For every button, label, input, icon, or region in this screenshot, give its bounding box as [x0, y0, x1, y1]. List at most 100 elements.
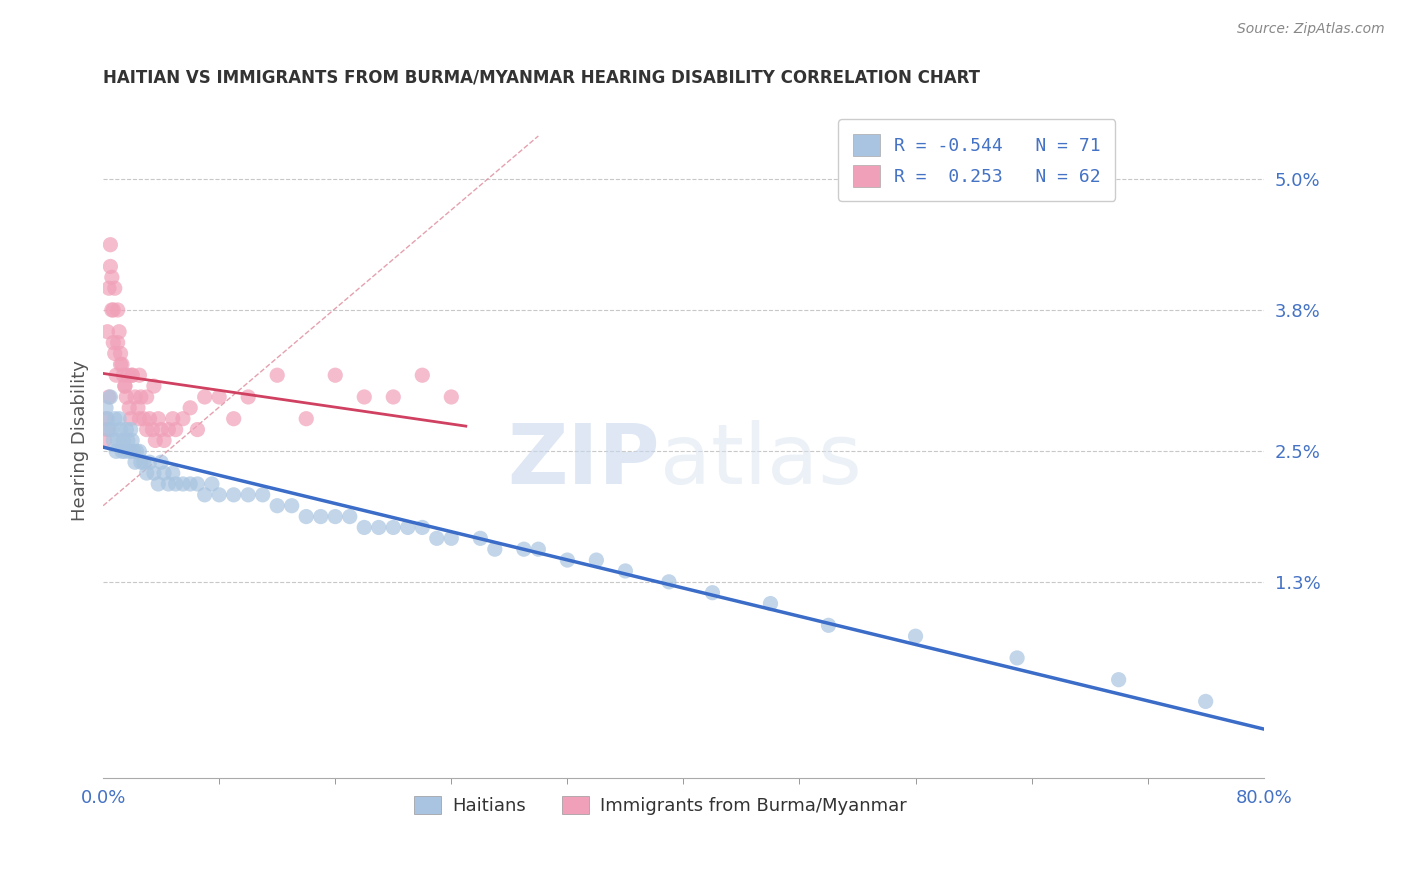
Point	[129, 455, 152, 469]
Point	[110, 423, 132, 437]
Point	[208, 390, 231, 404]
Point	[323, 368, 346, 383]
Point	[121, 368, 143, 383]
Point	[702, 585, 724, 599]
Point	[382, 390, 405, 404]
Point	[107, 302, 129, 317]
Point	[484, 542, 506, 557]
Y-axis label: Hearing Disability: Hearing Disability	[72, 360, 89, 521]
Point	[100, 237, 122, 252]
Point	[162, 411, 184, 425]
Point	[148, 411, 170, 425]
Point	[118, 401, 141, 415]
Point	[129, 390, 152, 404]
Point	[172, 477, 194, 491]
Point	[295, 509, 318, 524]
Point	[101, 270, 124, 285]
Point	[153, 434, 176, 448]
Point	[557, 553, 579, 567]
Point	[157, 423, 180, 437]
Point	[132, 411, 155, 425]
Point	[142, 466, 165, 480]
Text: atlas: atlas	[661, 420, 862, 501]
Point	[165, 423, 187, 437]
Point	[110, 346, 132, 360]
Point	[513, 542, 536, 557]
Point	[904, 629, 927, 643]
Point	[121, 368, 143, 383]
Point	[440, 390, 463, 404]
Point	[658, 574, 681, 589]
Point	[110, 357, 132, 371]
Point	[148, 477, 170, 491]
Point	[112, 368, 135, 383]
Point	[104, 281, 127, 295]
Point	[114, 379, 136, 393]
Point	[128, 411, 150, 425]
Point	[100, 260, 122, 274]
Point	[135, 466, 157, 480]
Point	[162, 466, 184, 480]
Point	[107, 335, 129, 350]
Point	[112, 434, 135, 448]
Point	[1005, 651, 1028, 665]
Text: Source: ZipAtlas.com: Source: ZipAtlas.com	[1237, 22, 1385, 37]
Point	[252, 488, 274, 502]
Point	[150, 455, 173, 469]
Point	[97, 423, 120, 437]
Point	[108, 325, 131, 339]
Point	[614, 564, 637, 578]
Point	[150, 423, 173, 437]
Point	[120, 411, 142, 425]
Point	[266, 499, 288, 513]
Point	[128, 368, 150, 383]
Legend: Haitians, Immigrants from Burma/Myanmar: Haitians, Immigrants from Burma/Myanmar	[406, 789, 914, 822]
Point	[96, 423, 118, 437]
Point	[295, 411, 318, 425]
Point	[127, 401, 149, 415]
Point	[222, 411, 245, 425]
Point	[101, 423, 124, 437]
Point	[118, 444, 141, 458]
Point	[165, 477, 187, 491]
Point	[93, 434, 115, 448]
Point	[411, 520, 433, 534]
Point	[115, 390, 138, 404]
Point	[426, 532, 449, 546]
Point	[353, 520, 375, 534]
Point	[104, 346, 127, 360]
Point	[117, 434, 139, 448]
Point	[115, 423, 138, 437]
Point	[108, 411, 131, 425]
Point	[309, 509, 332, 524]
Point	[107, 434, 129, 448]
Point	[105, 368, 128, 383]
Point	[141, 423, 163, 437]
Point	[117, 368, 139, 383]
Point	[280, 499, 302, 513]
Point	[114, 379, 136, 393]
Point	[440, 532, 463, 546]
Point	[103, 335, 125, 350]
Point	[124, 390, 146, 404]
Point	[125, 444, 148, 458]
Point	[266, 368, 288, 383]
Point	[411, 368, 433, 383]
Point	[201, 477, 224, 491]
Point	[323, 509, 346, 524]
Point	[121, 434, 143, 448]
Point	[96, 411, 118, 425]
Point	[585, 553, 607, 567]
Point	[817, 618, 839, 632]
Point	[186, 477, 208, 491]
Point	[114, 444, 136, 458]
Point	[97, 390, 120, 404]
Point	[100, 390, 122, 404]
Point	[142, 379, 165, 393]
Point	[339, 509, 361, 524]
Point	[111, 444, 134, 458]
Point	[153, 466, 176, 480]
Point	[527, 542, 550, 557]
Point	[353, 390, 375, 404]
Point	[124, 455, 146, 469]
